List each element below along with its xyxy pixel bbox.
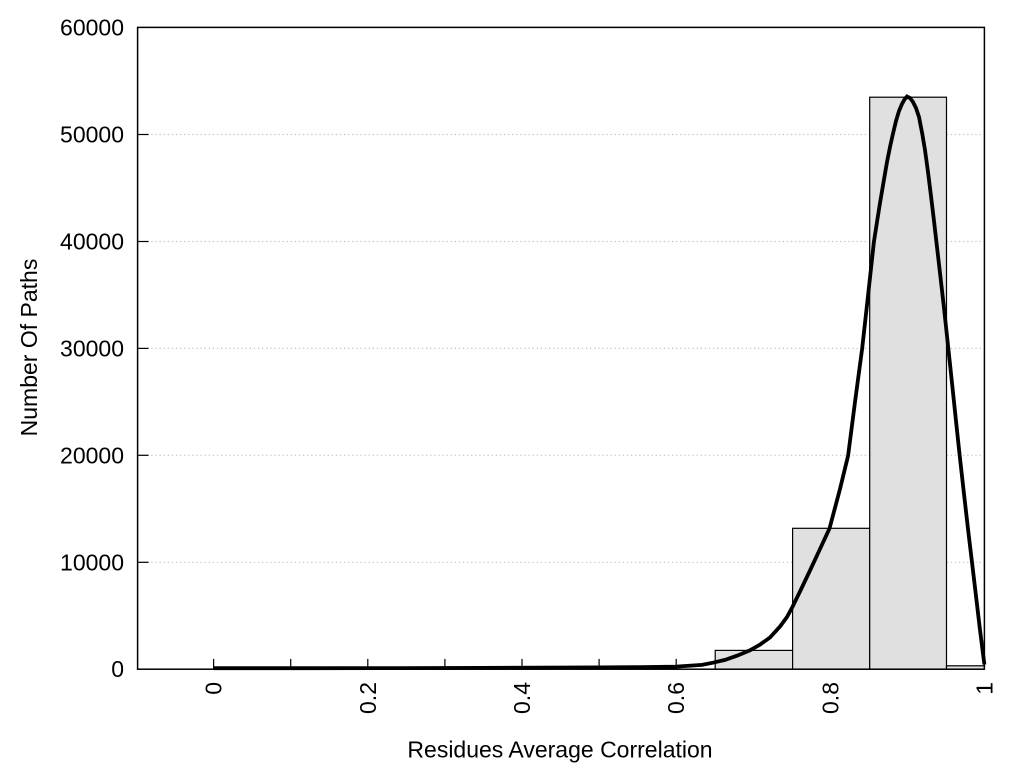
svg-text:Residues Average Correlation: Residues Average Correlation — [407, 737, 712, 763]
svg-text:1: 1 — [972, 682, 998, 695]
svg-text:10000: 10000 — [60, 549, 124, 575]
svg-text:0: 0 — [111, 656, 124, 682]
svg-text:0.6: 0.6 — [663, 682, 689, 714]
svg-text:50000: 50000 — [60, 122, 124, 148]
svg-text:30000: 30000 — [60, 335, 124, 361]
svg-text:Number Of Paths: Number Of Paths — [16, 259, 42, 437]
svg-text:0.2: 0.2 — [355, 682, 381, 714]
svg-text:0.4: 0.4 — [509, 682, 535, 714]
svg-text:20000: 20000 — [60, 442, 124, 468]
svg-text:60000: 60000 — [60, 14, 124, 40]
svg-text:0: 0 — [201, 682, 227, 695]
svg-text:40000: 40000 — [60, 229, 124, 255]
svg-text:0.8: 0.8 — [817, 682, 843, 714]
